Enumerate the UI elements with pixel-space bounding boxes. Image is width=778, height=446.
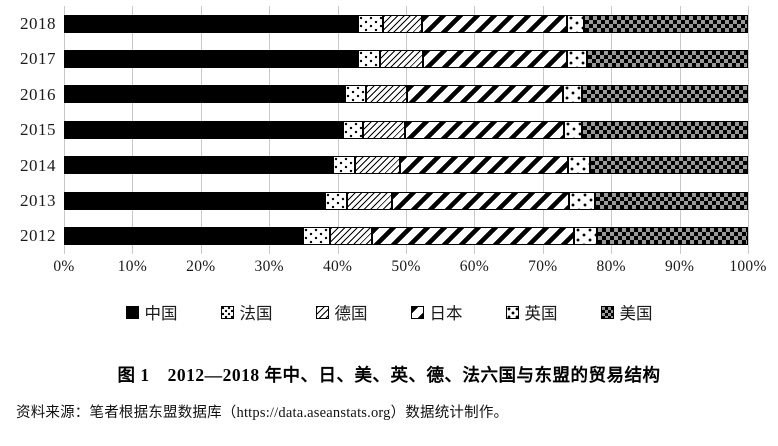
year-label: 2018 [20, 14, 56, 33]
bar-segment-uk [563, 120, 583, 139]
bar-segment-japan [371, 227, 575, 246]
bar-segment-germany [330, 227, 372, 246]
bar-segment-uk [568, 156, 590, 175]
gridline [748, 6, 749, 254]
chart-legend: 中国 法国 德国 日本 英国 美国 [0, 300, 778, 324]
x-tick-label: 20% [186, 258, 216, 275]
bar-segment-uk [569, 191, 595, 210]
bar-segment-uk [562, 85, 583, 104]
legend-label: 德国 [334, 304, 368, 323]
bar-segment-usa [587, 50, 748, 69]
bar-segment-france [325, 191, 348, 210]
bar-2015 [64, 120, 748, 139]
bar-segment-usa [589, 156, 748, 175]
bar-segment-france [358, 50, 380, 69]
bar-2018 [64, 14, 748, 33]
year-label: 2014 [20, 155, 56, 175]
bar-segment-germany [379, 50, 424, 69]
x-tick-label: 100% [729, 258, 767, 275]
bar-segment-uk [566, 50, 588, 69]
x-tick-label: 70% [528, 258, 558, 275]
bar-segment-uk [566, 14, 584, 33]
legend-label: 中国 [144, 304, 178, 323]
bar-segment-france [358, 14, 383, 33]
legend-swatch-france [220, 305, 234, 319]
year-label: 2012 [20, 226, 56, 246]
legend-swatch-china [125, 305, 139, 319]
legend-label: 日本 [429, 304, 463, 323]
bar-row-2014: 2014 [0, 148, 778, 183]
bar-segment-usa [583, 14, 748, 33]
legend-label: 英国 [524, 304, 558, 323]
stacked-bar-chart: 2018 2017 2016 2015 2014 2013 2012 0% 10% 20% 30%… [0, 6, 778, 282]
bar-row-2012: 2012 [0, 218, 778, 253]
bar-row-2018: 2018 [0, 6, 778, 41]
bar-segment-usa [597, 227, 748, 246]
bar-segment-france [333, 156, 356, 175]
bar-row-2013: 2013 [0, 183, 778, 218]
legend-item-uk: 英国 [505, 300, 558, 324]
x-tick-label: 0% [53, 258, 75, 275]
bar-segment-china [64, 120, 344, 139]
bar-segment-germany [347, 191, 392, 210]
bar-segment-china [64, 14, 359, 33]
bar-2017 [64, 50, 748, 69]
legend-item-usa: 美国 [600, 300, 653, 324]
legend-item-france: 法国 [220, 300, 273, 324]
bar-segment-usa [582, 85, 748, 104]
bar-segment-china [64, 50, 359, 69]
legend-swatch-usa [600, 305, 614, 319]
legend-label: 法国 [239, 304, 273, 323]
bar-segment-france [345, 85, 367, 104]
bar-segment-uk [574, 227, 598, 246]
x-tick-label: 80% [596, 258, 626, 275]
bar-segment-japan [422, 14, 567, 33]
bar-segment-japan [423, 50, 567, 69]
x-tick-label: 50% [391, 258, 421, 275]
bar-segment-usa [594, 191, 748, 210]
legend-swatch-germany [315, 305, 329, 319]
bar-2014 [64, 156, 748, 175]
bar-segment-germany [382, 14, 423, 33]
bar-row-2015: 2015 [0, 112, 778, 147]
x-tick-label: 40% [322, 258, 353, 275]
bar-segment-japan [391, 191, 570, 210]
bar-2012 [64, 227, 748, 246]
bar-segment-china [64, 156, 334, 175]
figure-caption: 图 1 2012—2018 年中、日、美、英、德、法六国与东盟的贸易结构 [117, 365, 661, 385]
bar-segment-japan [405, 120, 564, 139]
x-tick-label: 60% [459, 258, 490, 275]
x-tick-label: 90% [664, 258, 695, 275]
year-label: 2015 [20, 120, 56, 140]
bar-segment-germany [366, 85, 408, 104]
bar-segment-china [64, 191, 326, 210]
bar-2016 [64, 85, 748, 104]
bar-segment-germany [362, 120, 406, 139]
x-tick-label: 10% [117, 258, 148, 275]
bar-segment-france [343, 120, 363, 139]
x-axis: 0% 10% 20% 30% 40% 50% 60% 70% 80% 90% 100% [0, 258, 778, 282]
bar-row-2017: 2017 [0, 41, 778, 76]
year-label: 2016 [20, 84, 56, 104]
bar-segment-china [64, 85, 346, 104]
bar-segment-japan [399, 156, 569, 175]
bar-segment-china [64, 227, 304, 246]
figure-source: 资料来源：笔者根据东盟数据库（https://data.aseanstats.o… [16, 405, 509, 421]
bar-2013 [64, 191, 748, 210]
legend-item-japan: 日本 [410, 300, 463, 324]
x-tick-label: 30% [254, 258, 284, 275]
legend-swatch-japan [410, 305, 424, 319]
legend-swatch-uk [505, 305, 519, 319]
bar-segment-usa [582, 120, 748, 139]
year-label: 2017 [20, 49, 56, 69]
bar-segment-japan [407, 85, 563, 104]
legend-item-china: 中国 [125, 300, 178, 324]
year-label: 2013 [20, 191, 56, 210]
legend-item-germany: 德国 [315, 300, 368, 324]
bar-row-2016: 2016 [0, 77, 778, 112]
bar-segment-france [303, 227, 331, 246]
bar-segment-germany [355, 156, 400, 175]
legend-label: 美国 [619, 304, 653, 323]
